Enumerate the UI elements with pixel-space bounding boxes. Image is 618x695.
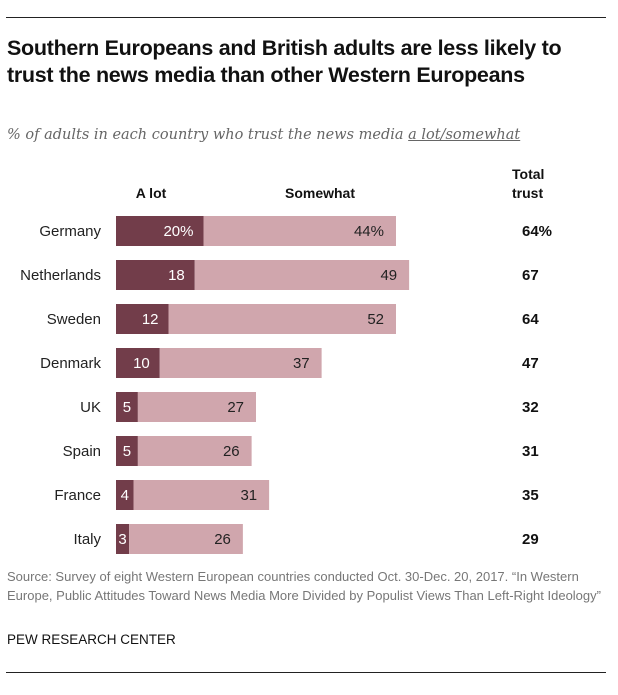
bar-somewhat	[168, 304, 396, 334]
bar-a-lot	[116, 524, 130, 554]
bar-rows: Germany 20% 44% 64% Netherlands 18 49 67 Sweden 1…	[20, 216, 552, 554]
bar-somewhat	[203, 216, 396, 246]
data-label-a-lot: 12	[142, 311, 159, 328]
bar-a-lot	[116, 480, 134, 510]
bar-somewhat	[194, 260, 410, 290]
stacked-bar-chart: A lot Somewhat Total trust Germany 20% 44%…	[20, 166, 552, 554]
data-label-a-lot: 4	[121, 487, 129, 504]
chart-subtitle: % of adults in each country who trust th…	[7, 127, 520, 143]
brand-label: PEW RESEARCH CENTER	[7, 632, 176, 647]
bar-a-lot	[116, 260, 195, 290]
bar-a-lot	[116, 392, 138, 422]
data-label-somewhat: 49	[380, 267, 397, 284]
total-header-line1: Total	[512, 166, 544, 182]
bar-somewhat	[137, 436, 252, 466]
bar-somewhat	[137, 392, 256, 422]
subtitle-underlined: a lot/somewhat	[408, 127, 521, 143]
total-trust-value: 32	[522, 399, 539, 416]
bar-somewhat	[159, 348, 322, 378]
category-label: UK	[80, 399, 101, 416]
series-header-a-lot: A lot	[136, 185, 167, 201]
total-header-line2: trust	[512, 185, 543, 201]
total-trust-value: 67	[522, 267, 539, 284]
category-label: Netherlands	[20, 267, 101, 284]
category-label: Spain	[63, 443, 101, 460]
subtitle-text: % of adults in each country who trust th…	[7, 127, 409, 143]
data-label-somewhat: 37	[293, 355, 310, 372]
bar-a-lot	[116, 304, 169, 334]
category-label: France	[54, 487, 101, 504]
data-label-a-lot: 18	[168, 267, 185, 284]
data-label-a-lot: 5	[123, 399, 131, 416]
data-label-a-lot: 5	[123, 443, 131, 460]
category-label: Italy	[73, 531, 101, 548]
data-label-somewhat: 52	[367, 311, 384, 328]
source-note: Source: Survey of eight Western European…	[7, 569, 601, 603]
data-label-somewhat: 31	[240, 487, 257, 504]
bar-a-lot	[116, 216, 204, 246]
total-trust-value: 64%	[522, 223, 552, 240]
bar-a-lot	[116, 348, 160, 378]
data-label-a-lot: 3	[118, 531, 126, 548]
top-rule	[6, 17, 606, 18]
bar-somewhat	[133, 480, 270, 510]
total-trust-value: 64	[522, 311, 539, 328]
data-label-somewhat: 44%	[354, 223, 384, 240]
bar-somewhat	[129, 524, 243, 554]
data-label-somewhat: 26	[223, 443, 240, 460]
data-label-a-lot: 20%	[163, 223, 193, 240]
data-label-somewhat: 26	[214, 531, 231, 548]
category-label: Sweden	[47, 311, 101, 328]
bottom-rule	[6, 672, 606, 673]
data-label-somewhat: 27	[227, 399, 244, 416]
bar-a-lot	[116, 436, 138, 466]
total-trust-value: 47	[522, 355, 539, 372]
category-label: Denmark	[40, 355, 101, 372]
category-label: Germany	[39, 223, 101, 240]
data-label-a-lot: 10	[133, 355, 150, 372]
series-header-somewhat: Somewhat	[285, 185, 355, 201]
total-trust-value: 31	[522, 443, 539, 460]
total-trust-value: 35	[522, 487, 539, 504]
total-trust-value: 29	[522, 531, 539, 548]
chart-title: Southern Europeans and British adults ar…	[7, 36, 562, 87]
